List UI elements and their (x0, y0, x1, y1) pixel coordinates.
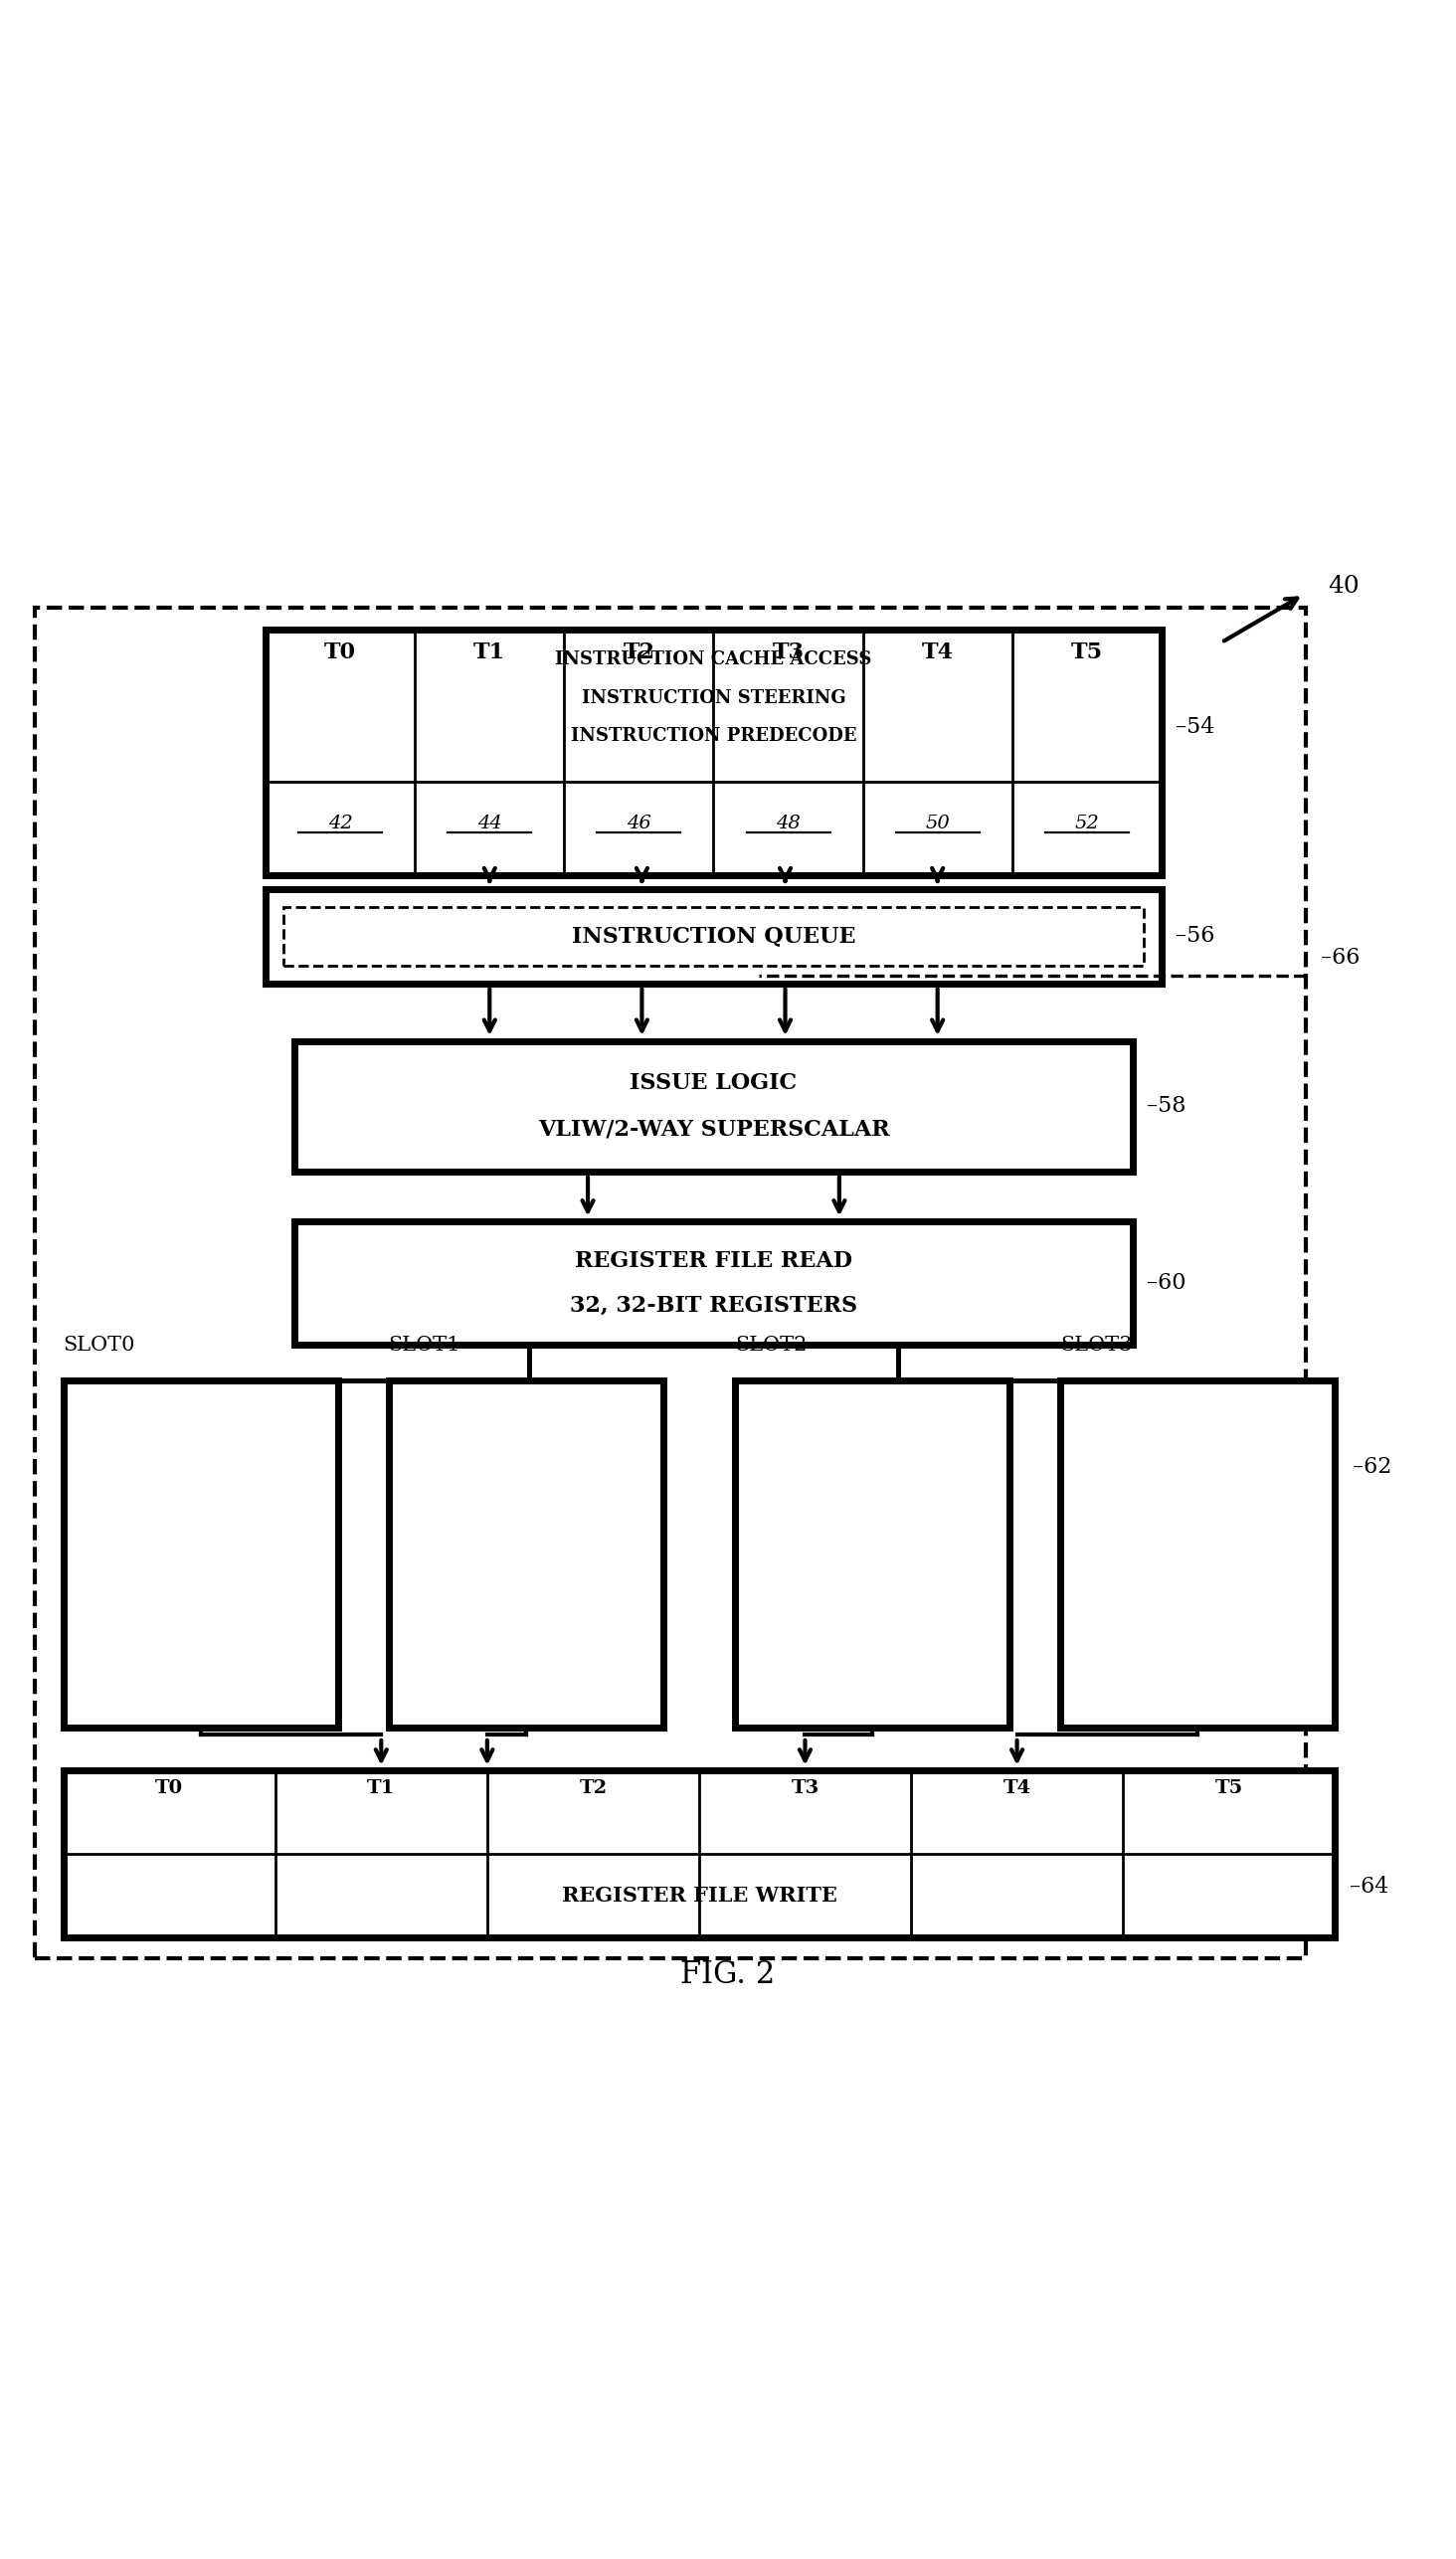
Text: INSTRUCTION QUEUE: INSTRUCTION QUEUE (572, 926, 856, 947)
Text: SLOT2: SLOT2 (735, 1336, 807, 1354)
Text: T1: T1 (367, 1779, 396, 1796)
Text: T0: T0 (325, 642, 357, 663)
FancyBboxPatch shape (265, 630, 1162, 875)
Text: T5: T5 (1214, 1779, 1243, 1796)
FancyBboxPatch shape (63, 1771, 1335, 1937)
Text: REGISTER FILE READ: REGISTER FILE READ (575, 1249, 852, 1272)
Text: T3: T3 (791, 1779, 820, 1796)
Text: 48: 48 (776, 814, 801, 832)
Text: T0: T0 (156, 1779, 183, 1796)
Text: INSTRUCTION PREDECODE: INSTRUCTION PREDECODE (571, 727, 856, 745)
Text: –60: –60 (1147, 1272, 1187, 1295)
Text: T3: T3 (772, 642, 804, 663)
FancyBboxPatch shape (735, 1382, 1010, 1727)
Text: –66: –66 (1321, 947, 1360, 970)
Text: ISSUE LOGIC: ISSUE LOGIC (630, 1072, 796, 1093)
Text: T1: T1 (473, 642, 505, 663)
Text: T4: T4 (922, 642, 954, 663)
Text: 40: 40 (1328, 573, 1360, 596)
FancyBboxPatch shape (294, 1042, 1133, 1172)
Text: REGISTER FILE WRITE: REGISTER FILE WRITE (562, 1886, 837, 1906)
FancyBboxPatch shape (1060, 1382, 1335, 1727)
Text: –54: –54 (1176, 717, 1216, 740)
Text: –64: –64 (1350, 1876, 1389, 1899)
Text: VLIW/2-WAY SUPERSCALAR: VLIW/2-WAY SUPERSCALAR (537, 1118, 890, 1141)
Text: T2: T2 (623, 642, 655, 663)
Text: INSTRUCTION STEERING: INSTRUCTION STEERING (581, 688, 846, 706)
FancyBboxPatch shape (265, 891, 1162, 983)
FancyBboxPatch shape (389, 1382, 662, 1727)
Text: 42: 42 (328, 814, 352, 832)
Text: INSTRUCTION CACHE ACCESS: INSTRUCTION CACHE ACCESS (555, 650, 872, 668)
Text: 44: 44 (478, 814, 502, 832)
FancyBboxPatch shape (63, 1382, 338, 1727)
Text: T4: T4 (1003, 1779, 1031, 1796)
Text: –58: –58 (1147, 1095, 1187, 1118)
Text: 52: 52 (1075, 814, 1099, 832)
Text: 46: 46 (626, 814, 651, 832)
Text: SLOT0: SLOT0 (63, 1336, 135, 1354)
Text: SLOT1: SLOT1 (389, 1336, 460, 1354)
Text: 50: 50 (925, 814, 949, 832)
Text: 32, 32-BIT REGISTERS: 32, 32-BIT REGISTERS (569, 1295, 858, 1315)
Text: FIG. 2: FIG. 2 (680, 1960, 776, 1991)
Text: –62: –62 (1353, 1456, 1392, 1479)
Text: T5: T5 (1070, 642, 1102, 663)
Text: T2: T2 (579, 1779, 607, 1796)
FancyBboxPatch shape (294, 1221, 1133, 1343)
Text: –56: –56 (1176, 926, 1216, 947)
Text: SLOT3: SLOT3 (1060, 1336, 1133, 1354)
